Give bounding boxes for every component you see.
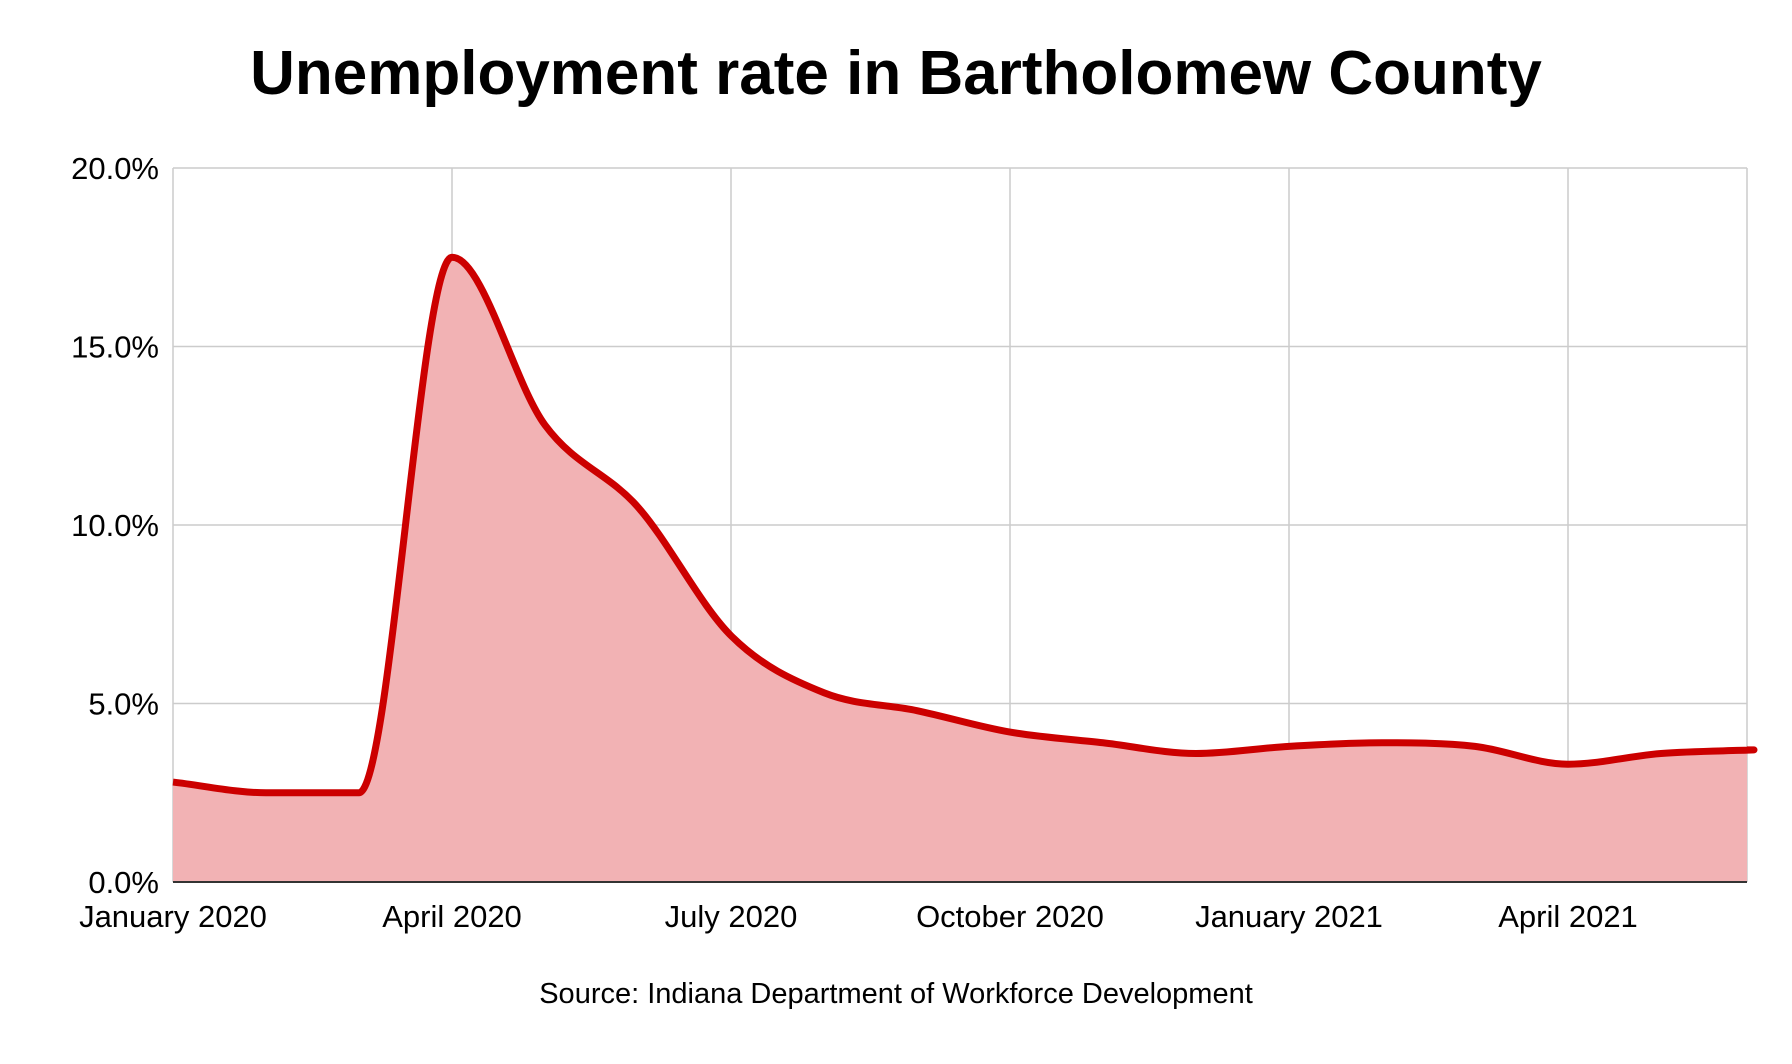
y-axis-labels: 0.0% 5.0% 10.0% 15.0% 20.0% xyxy=(71,151,159,900)
area-fill xyxy=(173,257,1754,882)
x-axis-labels: January 2020 April 2020 July 2020 October 2… xyxy=(79,899,1638,934)
x-tick-label: January 2020 xyxy=(79,899,267,934)
x-tick-label: January 2021 xyxy=(1195,899,1383,934)
x-tick-label: October 2020 xyxy=(916,899,1104,934)
y-tick-label: 15.0% xyxy=(71,330,159,365)
x-tick-label: April 2021 xyxy=(1498,899,1638,934)
chart-title: Unemployment rate in Bartholomew County xyxy=(250,39,1542,108)
x-tick-label: April 2020 xyxy=(382,899,522,934)
y-tick-label: 5.0% xyxy=(88,687,159,722)
x-tick-label: July 2020 xyxy=(665,899,798,934)
series-line xyxy=(172,253,1758,797)
y-tick-label: 20.0% xyxy=(71,151,159,186)
chart-source: Source: Indiana Department of Workforce … xyxy=(539,978,1253,1010)
y-tick-label: 0.0% xyxy=(88,865,159,900)
y-tick-label: 10.0% xyxy=(71,508,159,543)
